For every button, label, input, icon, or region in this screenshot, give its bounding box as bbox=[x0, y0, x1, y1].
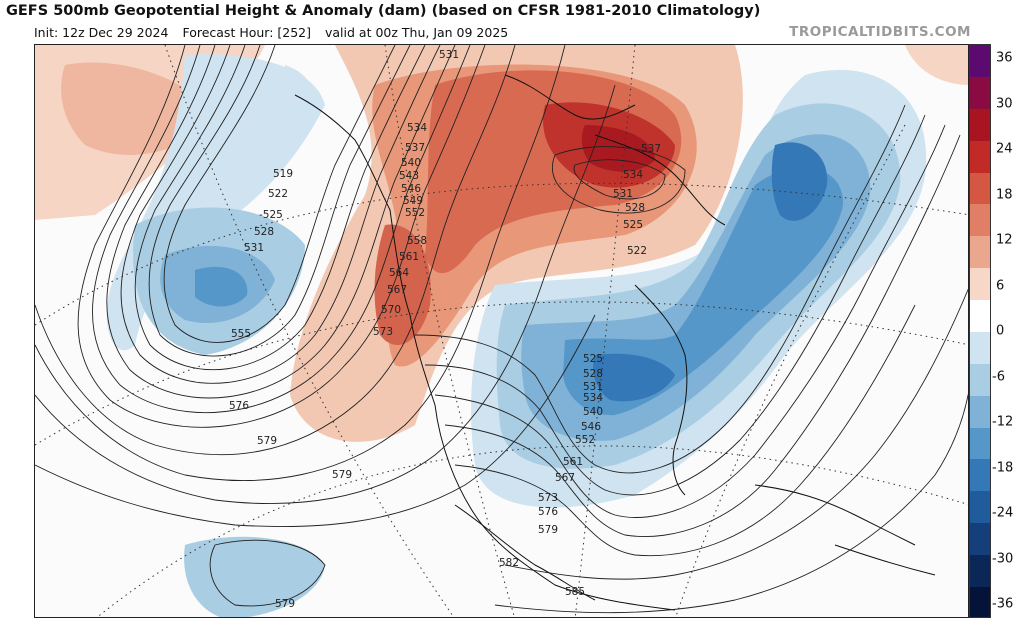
contour-label: 546 bbox=[581, 421, 601, 433]
colorbar-swatch bbox=[970, 331, 990, 364]
contour-label: 570 bbox=[381, 304, 401, 316]
colorbar-swatch bbox=[970, 204, 990, 237]
contour-label: 579 bbox=[275, 598, 295, 610]
contour-label: 540 bbox=[401, 157, 421, 169]
contour-label: 564 bbox=[389, 267, 409, 279]
contour-label: 573 bbox=[373, 326, 393, 338]
colorbar-tick-label: 36 bbox=[996, 50, 1013, 66]
colorbar-tick-label: 6 bbox=[996, 278, 1005, 293]
colorbar-swatch bbox=[970, 45, 990, 77]
coastlines bbox=[294, 74, 936, 611]
contour-label: 531 bbox=[244, 242, 264, 254]
contour-label: 531 bbox=[613, 188, 633, 200]
contour-label: 534 bbox=[623, 169, 643, 181]
contour-label: 522 bbox=[627, 245, 647, 257]
colorbar-swatch bbox=[970, 555, 990, 587]
contour-label: 525 bbox=[583, 353, 603, 365]
colorbar-tick-label: -36 bbox=[992, 596, 1014, 612]
colorbar-tick-label: -18 bbox=[992, 460, 1014, 475]
contour-labels: 531 534 537 540 543 546 549 552 558 561 … bbox=[229, 49, 661, 610]
contour-label: 579 bbox=[257, 435, 277, 447]
contour-label: 582 bbox=[499, 557, 519, 569]
valid-time: valid at 00z Thu, Jan 09 2025 bbox=[325, 25, 509, 40]
colorbar-swatch bbox=[970, 140, 990, 173]
contour-label: 573 bbox=[538, 492, 558, 504]
colorbar-swatch bbox=[970, 300, 990, 332]
colorbar-swatch bbox=[970, 586, 990, 617]
contour-label: 567 bbox=[387, 284, 407, 296]
colorbar-swatch bbox=[970, 76, 990, 109]
contour-label: 567 bbox=[555, 472, 575, 484]
chart-title: GEFS 500mb Geopotential Height & Anomaly… bbox=[6, 3, 761, 19]
contour-label: 543 bbox=[399, 170, 419, 182]
init-time: Init: 12z Dec 29 2024 bbox=[34, 25, 169, 40]
contour-label: 552 bbox=[575, 434, 595, 446]
contour-label: 540 bbox=[583, 406, 603, 418]
contour-label: 558 bbox=[407, 235, 427, 247]
contour-label: 531 bbox=[439, 49, 459, 61]
contour-label: 528 bbox=[625, 202, 645, 214]
anomaly-map: 531 534 537 540 543 546 549 552 558 561 … bbox=[35, 45, 968, 617]
colorbar-tick-label: 0 bbox=[996, 323, 1005, 339]
contour-label: 576 bbox=[229, 400, 249, 412]
colorbar bbox=[969, 44, 991, 618]
colorbar-tick-label: 24 bbox=[996, 141, 1013, 157]
contour-label: 549 bbox=[403, 195, 423, 207]
contour-label: 519 bbox=[273, 168, 293, 180]
colorbar-tick-label: -12 bbox=[992, 414, 1014, 430]
contour-label: 534 bbox=[407, 122, 427, 134]
run-info: Init: 12z Dec 29 2024 Forecast Hour: [25… bbox=[34, 25, 518, 40]
contour-label: 585 bbox=[565, 586, 585, 598]
colorbar-swatch bbox=[970, 491, 990, 524]
contour-label: 531 bbox=[583, 381, 603, 393]
contour-label: 528 bbox=[583, 368, 603, 380]
contour-label: 555 bbox=[231, 328, 251, 340]
colorbar-swatch bbox=[970, 427, 990, 460]
contour-label: 537 bbox=[405, 142, 425, 154]
colorbar-tick-label: -6 bbox=[992, 369, 1005, 384]
contour-label: 552 bbox=[405, 207, 425, 219]
colorbar-swatch bbox=[970, 459, 990, 492]
colorbar-swatch bbox=[970, 363, 990, 396]
contour-label: 546 bbox=[401, 183, 421, 195]
contour-label: 561 bbox=[399, 251, 419, 263]
contour-label: 579 bbox=[332, 469, 352, 481]
colorbar-tick-label: 12 bbox=[996, 232, 1013, 248]
forecast-hour: Forecast Hour: [252] bbox=[182, 25, 312, 40]
contour-label: 528 bbox=[254, 226, 274, 238]
colorbar-swatch bbox=[970, 236, 990, 269]
contour-label: -525 bbox=[259, 209, 283, 221]
positive-anomaly-shading bbox=[35, 45, 968, 442]
colorbar-swatch bbox=[970, 268, 990, 300]
contour-label: 525 bbox=[623, 219, 643, 231]
colorbar-swatch bbox=[970, 172, 990, 205]
colorbar-swatch bbox=[970, 108, 990, 141]
colorbar-tick-label: -30 bbox=[992, 551, 1014, 566]
colorbar-tick-label: 18 bbox=[996, 187, 1013, 202]
height-contours bbox=[35, 45, 968, 614]
map-panel: 531 534 537 540 543 546 549 552 558 561 … bbox=[34, 44, 969, 618]
colorbar-tick-label: 30 bbox=[996, 96, 1013, 111]
contour-label: 579 bbox=[538, 524, 558, 536]
colorbar-tick-label: -24 bbox=[992, 505, 1014, 521]
contour-label: 522 bbox=[268, 188, 288, 200]
negative-anomaly-shading bbox=[106, 54, 927, 617]
colorbar-swatch bbox=[970, 523, 990, 555]
contour-label: 576 bbox=[538, 506, 558, 518]
site-brand: TROPICALTIDBITS.COM bbox=[789, 24, 971, 40]
contour-label: 561 bbox=[563, 456, 583, 468]
colorbar-swatch bbox=[970, 395, 990, 428]
contour-label: 534 bbox=[583, 392, 603, 404]
graticule bbox=[35, 45, 968, 617]
contour-label: 537 bbox=[641, 143, 661, 155]
